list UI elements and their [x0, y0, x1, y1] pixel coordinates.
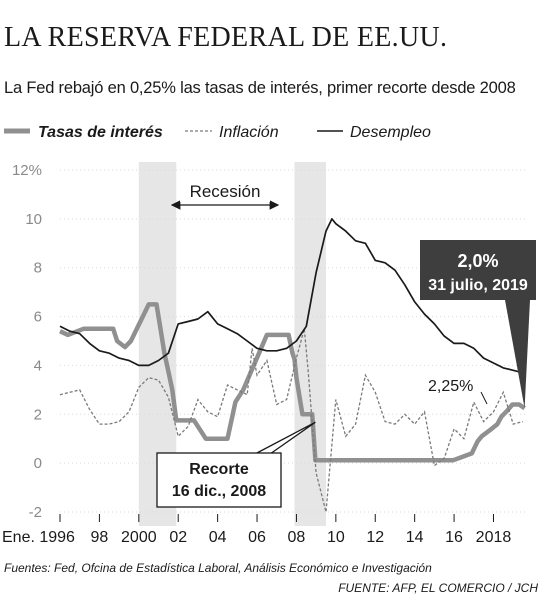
- x-tick-label: 04: [209, 529, 227, 546]
- y-tick-label: 2: [34, 406, 42, 423]
- series-line-2: [59, 218, 524, 374]
- y-tick-label: 4: [34, 357, 42, 374]
- x-tick-label: 14: [406, 529, 424, 546]
- x-tick-label: 2018: [476, 529, 512, 546]
- annotation-cut-2008: Recorte 16 dic., 2008: [156, 421, 316, 508]
- series-line-0: [59, 302, 526, 463]
- x-tick-label: 06: [248, 529, 266, 546]
- x-tick-label: Ene. 1996: [2, 529, 75, 546]
- series-layer: [59, 218, 526, 513]
- y-axis-ticks: -2 0 2 4 6 8 10 12%: [12, 162, 42, 521]
- series-line-1: [59, 328, 524, 513]
- chart-subtitle: La Fed rebajó en 0,25% las tasas de inte…: [4, 79, 516, 97]
- x-tick-label: 98: [91, 529, 109, 546]
- annotation-latest-rate: 2,0% 31 julio, 2019: [420, 240, 536, 409]
- x-tick-label: 10: [327, 529, 345, 546]
- y-tick-label: 0: [34, 455, 42, 472]
- recession-band-1: [294, 162, 326, 526]
- sources-note: Fuentes: Fed, Ofcina de Estadística Labo…: [4, 561, 432, 575]
- latest-pointer: [505, 300, 530, 409]
- gridlines: [60, 169, 525, 513]
- latest-label-line1: 2,0%: [457, 251, 498, 271]
- legend-label-inflacion: Inflación: [219, 124, 279, 141]
- prior-rate-leader: [480, 391, 488, 405]
- y-tick-label: -2: [29, 504, 42, 521]
- legend-label-tasas: Tasas de interés: [38, 124, 163, 141]
- cut-label-line1: Recorte: [189, 461, 249, 478]
- y-tick-label: 12%: [12, 162, 42, 179]
- y-tick-label: 8: [34, 260, 42, 277]
- x-tick-label: 16: [445, 529, 463, 546]
- chart-title: LA RESERVA FEDERAL DE EE.UU.: [4, 22, 448, 53]
- x-tick-label: 08: [288, 529, 306, 546]
- chart-legend: Tasas de interés Inflación Desempleo: [4, 124, 431, 141]
- latest-label-line2: 31 julio, 2019: [428, 277, 528, 294]
- x-tick-label: 12: [366, 529, 384, 546]
- x-tick-label: 2000: [121, 529, 157, 546]
- prior-rate-label: 2,25%: [428, 378, 473, 395]
- recession-label: Recesión: [190, 182, 261, 201]
- cut-box: [156, 452, 282, 508]
- cut-label-line2: 16 dic., 2008: [172, 483, 266, 500]
- recession-label-bg: [180, 180, 270, 202]
- y-tick-label: 10: [25, 211, 42, 228]
- y-tick-label: 6: [34, 309, 42, 326]
- credit-note: FUENTE: AFP, EL COMERCIO / JCH: [338, 581, 538, 595]
- x-axis-ticks: Ene. 1996 98 2000 02 04 06 08 10 12 14 16 2018: [2, 514, 511, 546]
- legend-label-desempleo: Desempleo: [350, 124, 431, 141]
- x-tick-label: 02: [169, 529, 187, 546]
- latest-box: [420, 240, 536, 300]
